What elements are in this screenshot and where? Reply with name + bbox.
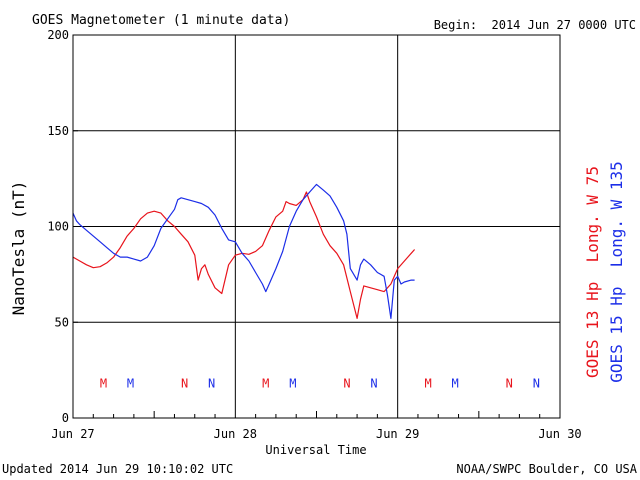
y-tick-label: 100	[47, 220, 69, 234]
y-tick-label: 0	[62, 411, 69, 425]
y-axis-ticks: 0 50 100 150 200	[47, 28, 78, 425]
series-line-0	[72, 191, 416, 319]
x-tick-label: Jun 30	[538, 427, 581, 441]
chart-title: GOES Magnetometer (1 minute data)	[32, 13, 290, 28]
marker-M: M	[424, 376, 431, 390]
y-tick-label: 50	[55, 315, 69, 329]
plot-frame	[72, 34, 561, 419]
marker-M: M	[452, 376, 459, 390]
begin-time: Begin: 2014 Jun 27 0000 UTC	[434, 18, 636, 32]
grid	[73, 35, 560, 418]
series-lines	[72, 183, 416, 319]
marker-M: M	[289, 376, 296, 390]
marker-M: M	[100, 376, 107, 390]
x-tick-label: Jun 27	[51, 427, 94, 441]
marker-N: N	[208, 376, 215, 390]
y-axis-label: NanoTesla (nT)	[9, 181, 28, 316]
x-axis-label: Universal Time	[265, 443, 366, 457]
marker-N: N	[533, 376, 540, 390]
marker-N: N	[370, 376, 377, 390]
legend-goes13: GOES 13 Hp Long. W 75	[583, 166, 602, 378]
x-tick-label: Jun 28	[214, 427, 257, 441]
footer-credit: NOAA/SWPC Boulder, CO USA	[456, 462, 637, 476]
series-line-1	[72, 183, 415, 319]
marker-M: M	[127, 376, 134, 390]
y-tick-label: 200	[47, 28, 69, 42]
footer-updated: Updated 2014 Jun 29 10:10:02 UTC	[2, 462, 233, 476]
marker-M: M	[262, 376, 269, 390]
y-tick-label: 150	[47, 124, 69, 138]
marker-N: N	[343, 376, 350, 390]
legend-goes15: GOES 15 Hp Long. W 135	[607, 161, 626, 383]
marker-N: N	[506, 376, 513, 390]
x-axis-ticks: Jun 27 Jun 28 Jun 29 Jun 30	[51, 411, 582, 441]
marker-N: N	[181, 376, 188, 390]
x-tick-label: Jun 29	[376, 427, 419, 441]
